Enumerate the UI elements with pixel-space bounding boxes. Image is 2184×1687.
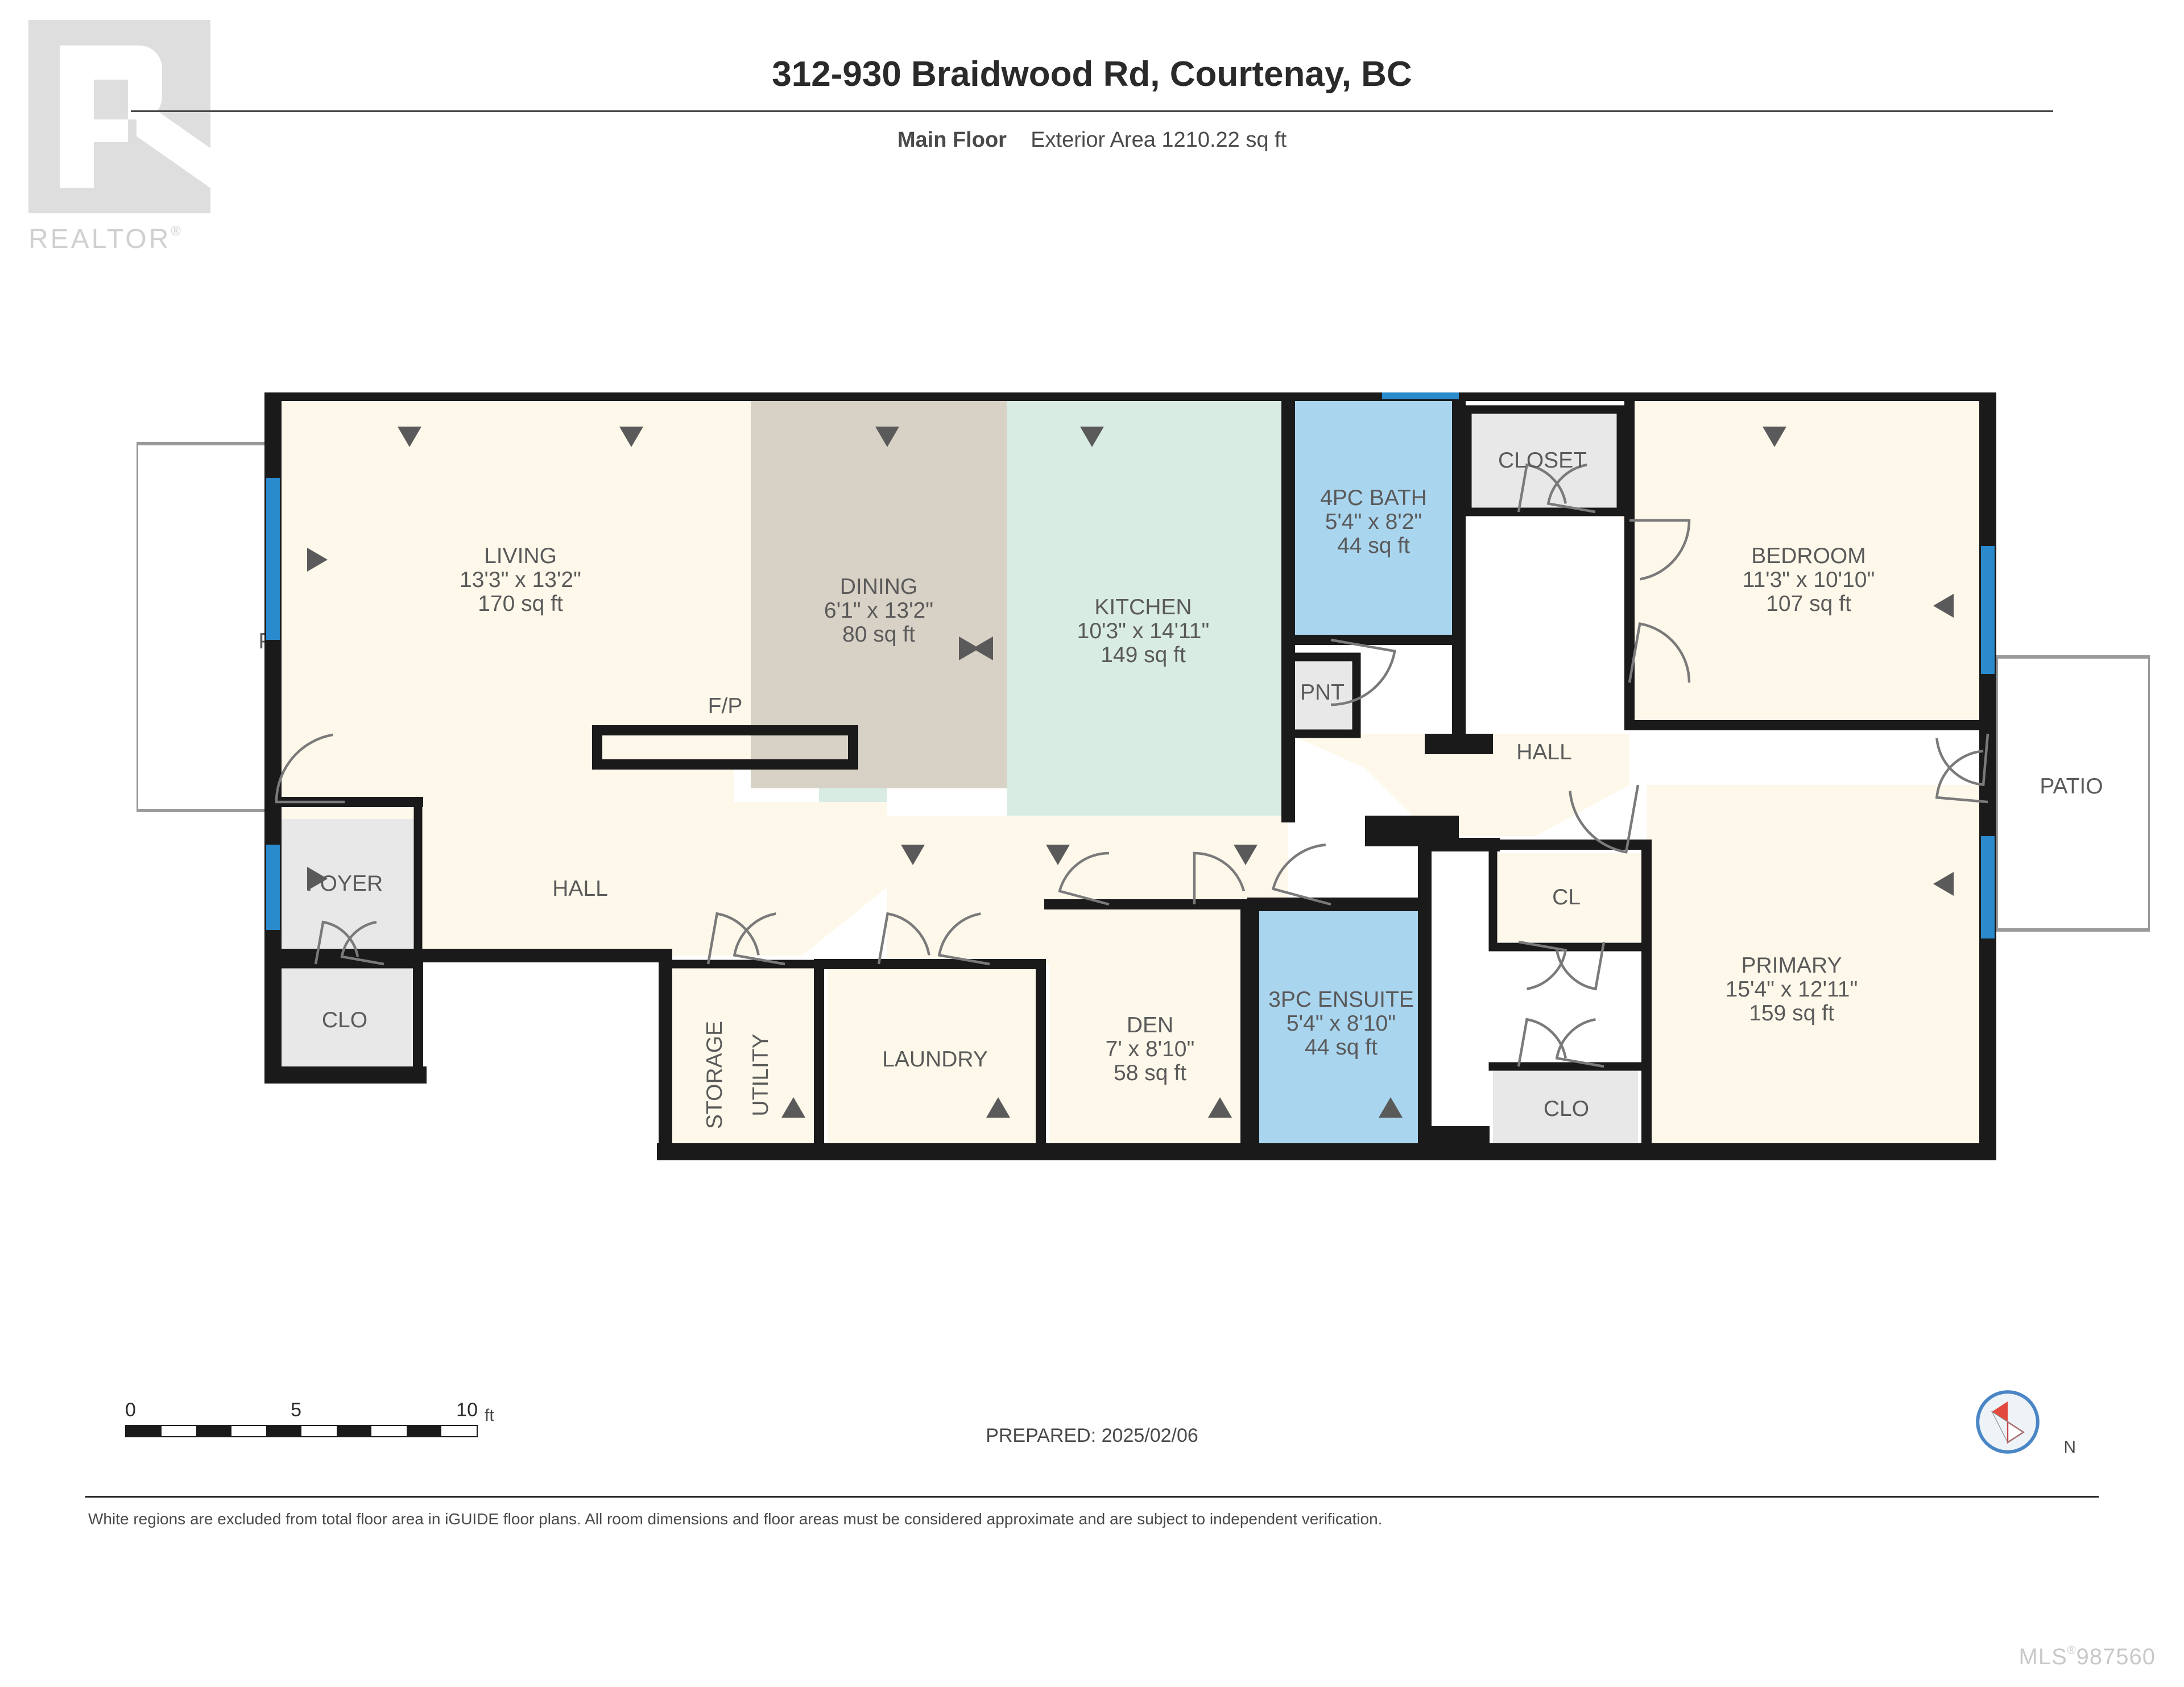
label-patio-right: PATIO (2040, 774, 2103, 799)
room-label-cl: CL (1552, 885, 1581, 909)
svg-text:LAUNDRY: LAUNDRY (882, 1047, 988, 1072)
room-label-pnt: PNT (1300, 680, 1345, 705)
page: REALTOR® 312-930 Braidwood Rd, Courtenay… (0, 0, 2184, 1687)
wall (1425, 845, 1493, 904)
room-label-storage: STORAGE (702, 1021, 727, 1129)
floorplan-svg: PATIOPATIOLIVING13'3" x 13'2"170 sq ftDI… (136, 392, 2150, 1160)
region-storage (665, 964, 819, 1152)
scale-bar: 0510 (125, 1399, 489, 1437)
disclaimer-text: White regions are excluded from total fl… (88, 1510, 1382, 1528)
room-label-laundry: LAUNDRY (882, 1047, 988, 1072)
svg-text:DINING: DINING (840, 574, 918, 599)
room-label-hall: HALL (1516, 740, 1572, 764)
header-subtitle: Main Floor Exterior Area 1210.22 sq ft (125, 128, 2059, 152)
svg-text:44 sq ft: 44 sq ft (1337, 534, 1410, 558)
floor-label: Main Floor (897, 128, 1007, 152)
footer-rule (85, 1496, 2099, 1498)
footer-region: 0510 ft PREPARED: 2025/02/06 N (125, 1371, 2059, 1496)
svg-text:DEN: DEN (1127, 1013, 1173, 1037)
scale-track (125, 1425, 478, 1437)
svg-text:13'3" x 13'2": 13'3" x 13'2" (460, 568, 581, 592)
floorplan: PATIOPATIOLIVING13'3" x 13'2"170 sq ftDI… (136, 392, 2150, 1160)
room-label-clo: CLO (322, 1008, 367, 1032)
wall-block (1425, 1126, 1490, 1152)
svg-text:BEDROOM: BEDROOM (1751, 544, 1866, 568)
svg-text:80 sq ft: 80 sq ft (842, 622, 915, 647)
svg-text:159 sq ft: 159 sq ft (1749, 1001, 1834, 1026)
svg-text:F/P: F/P (708, 694, 743, 718)
svg-text:STORAGE: STORAGE (702, 1021, 727, 1129)
door-swing (1557, 1019, 1604, 1066)
scale-numbers: 0510 (125, 1399, 478, 1421)
svg-text:4PC BATH: 4PC BATH (1320, 486, 1427, 510)
room-label-utility: UTILITY (748, 1033, 773, 1116)
svg-text:170 sq ft: 170 sq ft (478, 592, 563, 616)
svg-text:CLO: CLO (322, 1008, 367, 1032)
room-label-foyer: FOYER (307, 871, 383, 896)
compass-n-label: N (2063, 1438, 2076, 1457)
svg-text:5'4" x 8'2": 5'4" x 8'2" (1325, 510, 1422, 534)
svg-text:149 sq ft: 149 sq ft (1101, 643, 1186, 667)
svg-text:11'3" x 10'10": 11'3" x 10'10" (1743, 568, 1875, 592)
room-label-clo: CLO (1544, 1097, 1589, 1121)
svg-text:PNT: PNT (1300, 680, 1345, 705)
compass-icon (1974, 1388, 2042, 1456)
svg-text:CLOSET: CLOSET (1498, 448, 1587, 473)
page-title: 312-930 Braidwood Rd, Courtenay, BC (131, 54, 2053, 112)
prepared-date: PREPARED: 2025/02/06 (986, 1425, 1198, 1447)
mls-watermark: MLS®987560 (2019, 1644, 2156, 1670)
svg-text:7' x 8'10": 7' x 8'10" (1106, 1037, 1195, 1061)
room-label-closet: CLOSET (1498, 448, 1587, 473)
svg-text:HALL: HALL (552, 876, 608, 901)
svg-text:10'3" x 14'11": 10'3" x 14'11" (1077, 619, 1210, 643)
svg-text:CLO: CLO (1544, 1097, 1589, 1121)
svg-text:PRIMARY: PRIMARY (1742, 953, 1842, 978)
svg-text:3PC ENSUITE: 3PC ENSUITE (1268, 987, 1414, 1012)
svg-text:15'4" x 12'11": 15'4" x 12'11" (1726, 977, 1858, 1002)
svg-text:44 sq ft: 44 sq ft (1305, 1035, 1378, 1060)
svg-text:LIVING: LIVING (484, 544, 557, 568)
svg-text:UTILITY: UTILITY (748, 1033, 773, 1116)
room-label-hall: HALL (552, 876, 608, 901)
scale-unit: ft (485, 1406, 494, 1425)
wall-block (1425, 734, 1493, 754)
realtor-watermark-text: REALTOR® (28, 224, 233, 255)
svg-text:FOYER: FOYER (307, 871, 383, 896)
svg-text:5'4" x 8'10": 5'4" x 8'10" (1287, 1011, 1396, 1036)
svg-text:HALL: HALL (1516, 740, 1572, 764)
svg-text:KITCHEN: KITCHEN (1094, 595, 1192, 619)
svg-text:107 sq ft: 107 sq ft (1766, 592, 1851, 616)
wall-block (1365, 816, 1459, 846)
svg-text:58 sq ft: 58 sq ft (1114, 1061, 1186, 1085)
area-label: Exterior Area 1210.22 sq ft (1031, 128, 1287, 152)
header: 312-930 Braidwood Rd, Courtenay, BC Main… (125, 54, 2059, 152)
room-label-f-p: F/P (708, 694, 743, 718)
svg-text:6'1" x 13'2": 6'1" x 13'2" (824, 598, 933, 623)
svg-text:CL: CL (1552, 885, 1581, 909)
